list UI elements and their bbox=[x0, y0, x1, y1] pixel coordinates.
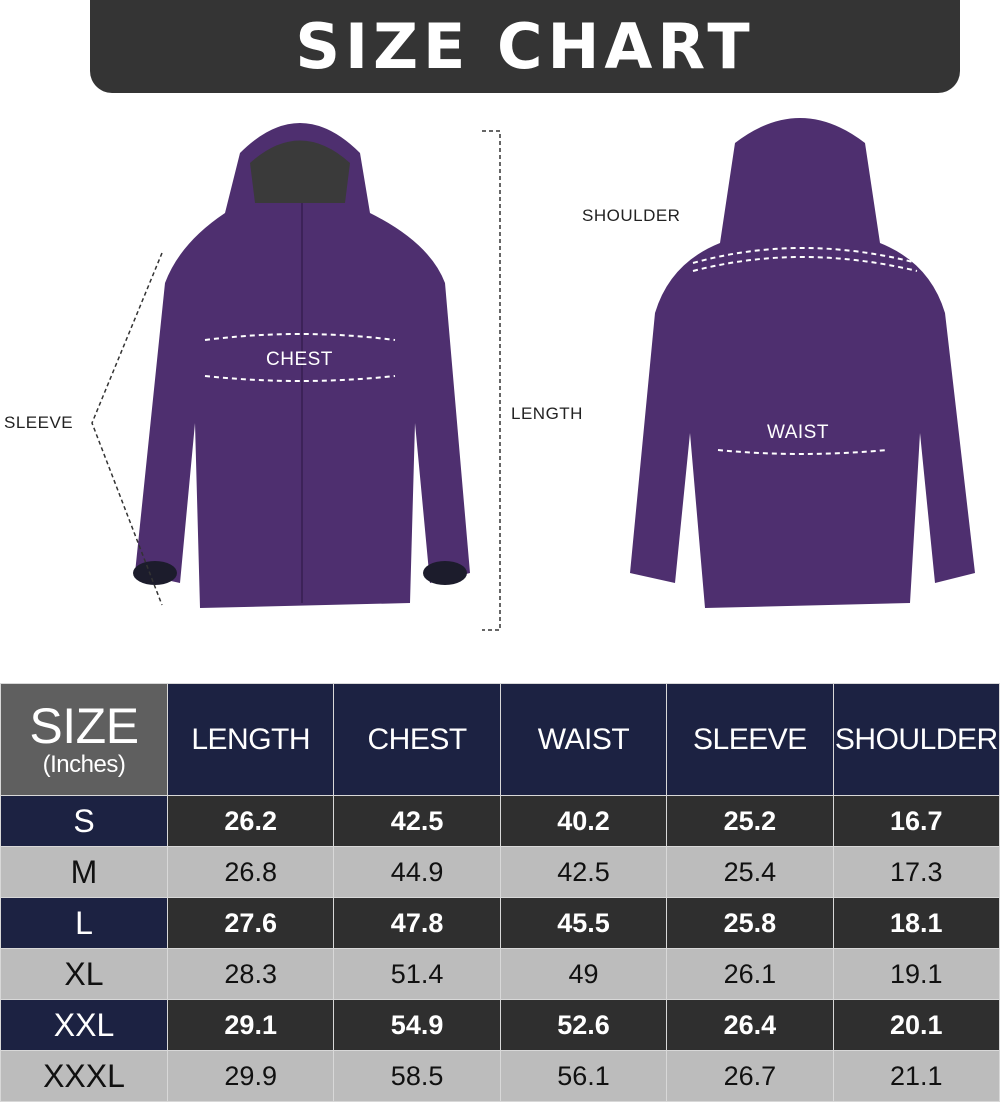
value-cell: 29.9 bbox=[166, 1050, 335, 1102]
value-cell: 26.7 bbox=[666, 1050, 834, 1102]
size-header-text: (Inches) bbox=[42, 750, 126, 778]
size-cell: XL bbox=[0, 948, 168, 1000]
size-cell: M bbox=[0, 846, 168, 898]
table-row: S 26.2 42.5 40.2 25.2 16.7 bbox=[0, 795, 1000, 847]
size-cell: XXXL bbox=[0, 1050, 168, 1102]
value-cell: 42.5 bbox=[499, 846, 668, 898]
table-row: XXXL 29.9 58.5 56.1 26.7 21.1 bbox=[0, 1050, 1000, 1102]
value-cell: 49 bbox=[499, 948, 668, 1000]
value-cell: 26.4 bbox=[666, 999, 834, 1051]
column-header: SHOULDER bbox=[832, 683, 1000, 796]
table-row: M 26.8 44.9 42.5 25.4 17.3 bbox=[0, 846, 1000, 898]
waist-label: WAIST bbox=[767, 422, 829, 443]
value-cell: 44.9 bbox=[333, 846, 501, 898]
value-cell: 26.1 bbox=[666, 948, 834, 1000]
title-banner: SIZE CHART bbox=[90, 0, 960, 93]
value-cell: 47.8 bbox=[333, 897, 501, 949]
value-cell: 51.4 bbox=[333, 948, 501, 1000]
value-cell: 25.2 bbox=[666, 795, 834, 847]
column-header: WAIST bbox=[499, 683, 668, 796]
value-cell: 28.3 bbox=[166, 948, 335, 1000]
table-row: XL 28.3 51.4 49 26.1 19.1 bbox=[0, 948, 1000, 1000]
value-cell: 26.8 bbox=[166, 846, 335, 898]
value-cell: 42.5 bbox=[333, 795, 501, 847]
column-header: LENGTH bbox=[166, 683, 335, 796]
value-cell: 56.1 bbox=[499, 1050, 668, 1102]
size-cell: S bbox=[0, 795, 168, 847]
table-row: XXL 29.1 54.9 52.6 26.4 20.1 bbox=[0, 999, 1000, 1051]
value-cell: 18.1 bbox=[832, 897, 1000, 949]
front-jacket-image bbox=[91, 123, 501, 631]
value-cell: 54.9 bbox=[333, 999, 501, 1051]
size-cell: XXL bbox=[0, 999, 168, 1051]
value-cell: 25.8 bbox=[666, 897, 834, 949]
jacket-illustrations bbox=[91, 118, 975, 631]
value-cell: 16.7 bbox=[832, 795, 1000, 847]
value-cell: 52.6 bbox=[499, 999, 668, 1051]
value-cell: 27.6 bbox=[166, 897, 335, 949]
value-cell: 25.4 bbox=[666, 846, 834, 898]
value-cell: 26.2 bbox=[166, 795, 335, 847]
length-label: LENGTH bbox=[511, 404, 583, 423]
size-header-text: SIZE bbox=[29, 697, 139, 754]
value-cell: 17.3 bbox=[832, 846, 1000, 898]
value-cell: 58.5 bbox=[333, 1050, 501, 1102]
value-cell: 45.5 bbox=[499, 897, 668, 949]
size-header: SIZE (Inches) bbox=[0, 683, 168, 796]
size-table: SIZE (Inches) LENGTH CHEST WAIST SLEEVE S… bbox=[0, 683, 1000, 1102]
value-cell: 19.1 bbox=[832, 948, 1000, 1000]
size-cell: L bbox=[0, 897, 168, 949]
back-jacket-image bbox=[630, 118, 975, 608]
column-header: SLEEVE bbox=[666, 683, 834, 796]
chest-label: CHEST bbox=[266, 349, 333, 370]
value-cell: 29.1 bbox=[166, 999, 335, 1051]
sleeve-label: SLEEVE bbox=[4, 413, 74, 432]
column-header: CHEST bbox=[333, 683, 501, 796]
value-cell: 20.1 bbox=[832, 999, 1000, 1051]
table-row: L 27.6 47.8 45.5 25.8 18.1 bbox=[0, 897, 1000, 949]
shoulder-label: SHOULDER bbox=[582, 206, 681, 225]
value-cell: 21.1 bbox=[832, 1050, 1000, 1102]
value-cell: 40.2 bbox=[499, 795, 668, 847]
page-title: SIZE CHART bbox=[295, 10, 755, 83]
